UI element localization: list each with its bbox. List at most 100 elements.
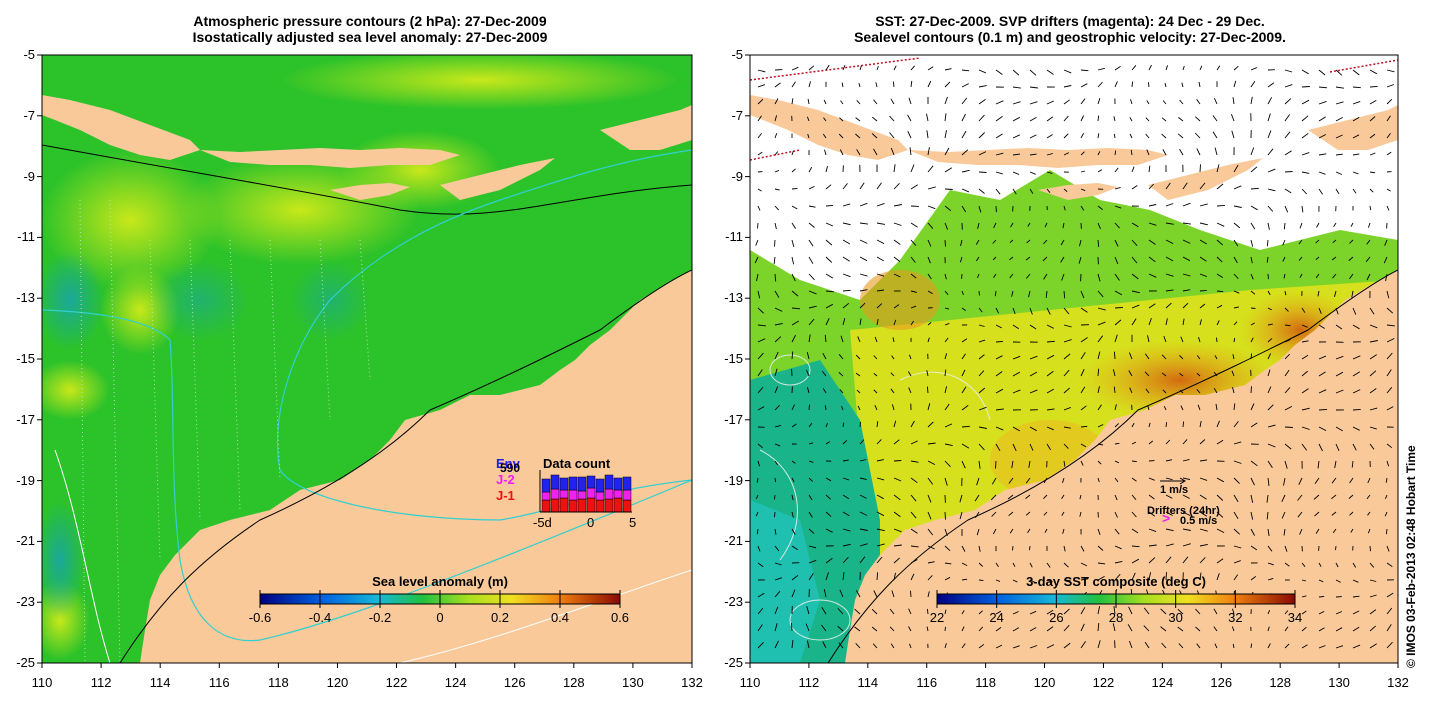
velocity-arrow	[1232, 643, 1235, 649]
velocity-arrow	[1060, 256, 1065, 263]
velocity-arrow	[1367, 477, 1371, 484]
velocity-arrow	[774, 273, 777, 282]
velocity-arrow	[927, 477, 934, 485]
x-tick-label: 126	[503, 675, 526, 690]
velocity-arrow	[1199, 420, 1202, 428]
velocity-arrow	[1029, 426, 1037, 432]
velocity-arrow	[1182, 273, 1191, 277]
velocity-arrow	[961, 113, 966, 122]
velocity-arrow	[1097, 273, 1101, 282]
velocity-arrow	[1199, 494, 1207, 500]
velocity-arrow	[757, 307, 765, 314]
velocity-arrow	[1267, 353, 1272, 360]
velocity-arrow	[1369, 307, 1375, 315]
velocity-arrow	[1216, 528, 1225, 534]
velocity-arrow	[926, 626, 929, 632]
x-tick-label: 118	[267, 675, 289, 690]
velocity-arrow	[1386, 133, 1391, 139]
velocity-arrow	[1366, 239, 1371, 245]
velocity-arrow	[1114, 423, 1120, 428]
velocity-arrow	[1250, 386, 1252, 394]
velocity-arrow	[874, 336, 878, 343]
velocity-arrow	[1216, 558, 1224, 564]
velocity-arrow	[1046, 307, 1051, 315]
colorbar-tick-label: 34	[1287, 610, 1303, 625]
velocity-arrow	[808, 273, 815, 281]
velocity-arrow	[1146, 149, 1150, 156]
inset-x-label-mid: 0	[587, 515, 595, 530]
velocity-arrow	[1385, 477, 1388, 483]
velocity-arrow	[1029, 324, 1037, 330]
velocity-arrow	[1267, 577, 1274, 581]
velocity-arrow	[1281, 511, 1286, 519]
velocity-arrow	[791, 307, 801, 310]
velocity-arrow	[1213, 98, 1218, 105]
velocity-arrow	[791, 477, 795, 483]
velocity-arrow	[995, 116, 1003, 122]
velocity-arrow	[1284, 443, 1292, 450]
x-tick-label: 130	[1328, 675, 1350, 690]
velocity-arrow	[1080, 132, 1084, 139]
velocity-arrow	[1333, 222, 1337, 228]
velocity-arrow	[1097, 576, 1105, 581]
velocity-arrow	[1198, 336, 1201, 343]
velocity-arrow	[1063, 426, 1071, 429]
velocity-arrow	[961, 562, 968, 567]
velocity-arrow	[910, 320, 914, 326]
velocity-arrow	[873, 99, 878, 105]
velocity-arrow	[961, 626, 965, 632]
velocity-arrow	[1029, 545, 1031, 551]
velocity-arrow	[893, 204, 902, 207]
velocity-arrow	[1335, 86, 1344, 89]
velocity-arrow	[1097, 151, 1101, 156]
velocity-arrow	[1284, 353, 1290, 360]
velocity-arrow	[1080, 460, 1084, 466]
velocity-arrow	[1216, 511, 1224, 518]
velocity-arrow	[1352, 171, 1359, 175]
velocity-arrow	[1331, 477, 1337, 484]
velocity-arrow	[1009, 239, 1014, 244]
velocity-arrow	[1352, 644, 1361, 649]
x-tick-label: 124	[444, 675, 467, 690]
inset-bar-segment	[613, 497, 623, 513]
velocity-arrow	[977, 222, 980, 230]
velocity-arrow	[1029, 371, 1038, 377]
velocity-arrow	[825, 511, 832, 517]
velocity-arrow	[808, 290, 817, 295]
velocity-arrow	[1233, 290, 1240, 294]
velocity-arrow	[856, 149, 861, 156]
velocity-arrow	[791, 256, 795, 265]
velocity-arrow	[893, 304, 900, 309]
velocity-arrow	[1080, 641, 1086, 649]
inset-x-label-end: 5	[629, 515, 637, 530]
velocity-arrow	[1148, 64, 1152, 71]
velocity-arrow	[944, 239, 946, 247]
velocity-arrow	[838, 354, 844, 360]
right-title-line1: SST: 27-Dec-2009. SVP drifters (magenta)…	[875, 13, 1265, 29]
velocity-arrow	[808, 477, 814, 482]
velocity-arrow	[927, 165, 934, 173]
colorbar-tick-label: 30	[1168, 610, 1183, 625]
velocity-arrow	[995, 408, 1004, 411]
velocity-arrow	[1165, 318, 1168, 326]
velocity-arrow	[1026, 239, 1031, 244]
velocity-arrow	[825, 528, 833, 533]
velocity-arrow	[1012, 324, 1020, 330]
velocity-arrow	[1165, 182, 1171, 190]
velocity-scale-label: 1 m/s	[1160, 484, 1189, 496]
velocity-arrow	[995, 562, 999, 567]
velocity-arrow	[825, 494, 832, 500]
velocity-arrow	[1029, 645, 1038, 649]
velocity-arrow	[842, 256, 850, 262]
velocity-arrow	[838, 133, 844, 139]
velocity-arrow	[890, 372, 895, 377]
x-tick-label: 114	[857, 675, 879, 690]
velocity-arrow	[1386, 460, 1390, 467]
velocity-arrow	[1367, 528, 1371, 534]
colorbar-tick-label: 0.6	[610, 610, 630, 625]
velocity-arrow	[1182, 421, 1185, 428]
velocity-arrow	[1080, 368, 1085, 377]
velocity-arrow	[1365, 256, 1371, 263]
velocity-arrow	[1352, 610, 1360, 615]
velocity-arrow	[1232, 386, 1235, 394]
